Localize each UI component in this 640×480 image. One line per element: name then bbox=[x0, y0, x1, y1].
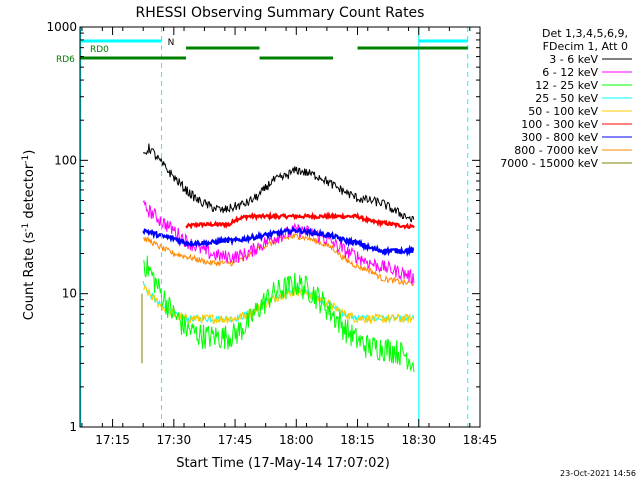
x-tick-label: 18:00 bbox=[279, 433, 314, 447]
x-tick-label: 18:45 bbox=[463, 433, 498, 447]
plot-frame bbox=[79, 26, 481, 428]
series-line-100-300-kev bbox=[185, 210, 415, 230]
y-tick-label: 10 bbox=[62, 287, 77, 301]
legend-entry-label: 100 - 300 keV bbox=[521, 118, 598, 131]
n-flag-label: N bbox=[168, 38, 175, 48]
legend-entry-label: 6 - 12 keV bbox=[542, 66, 598, 79]
y-tick-label: 1000 bbox=[46, 20, 77, 34]
legend-entry-label: 7000 - 15000 keV bbox=[500, 157, 598, 170]
legend-entry-label: 3 - 6 keV bbox=[549, 53, 598, 66]
x-axis-label: Start Time (17-May-14 17:07:02) bbox=[176, 456, 390, 471]
x-tick-label: 17:30 bbox=[157, 433, 192, 447]
series-line-12-25-kev bbox=[143, 255, 415, 372]
legend-entry-label: 300 - 800 keV bbox=[521, 131, 598, 144]
rd0-flag-label: RD0 bbox=[90, 45, 109, 55]
legend-entry-label: 12 - 25 keV bbox=[535, 79, 598, 92]
y-axis-label: Count Rate (s-1 detector-1) bbox=[21, 150, 37, 321]
y-tick-label: 100 bbox=[54, 153, 77, 167]
legend-entry-label: 25 - 50 keV bbox=[535, 92, 598, 105]
series-line-300-800-kev bbox=[142, 225, 415, 257]
x-tick-label: 18:30 bbox=[401, 433, 436, 447]
legend-header-line: FDecim 1, Att 0 bbox=[543, 40, 628, 53]
axes: 1 10 100 1000 17:15 17:30 17:45 18:00 18:15 18:30… bbox=[46, 20, 497, 447]
legend: Det 1,3,4,5,6,9,FDecim 1, Att 03 - 6 keV… bbox=[500, 27, 632, 170]
y-tick-label: 1 bbox=[69, 420, 77, 434]
generation-timestamp: 23-Oct-2021 14:56 bbox=[560, 469, 636, 478]
x-tick-label: 18:15 bbox=[340, 433, 375, 447]
series-line-3-6-kev bbox=[142, 143, 415, 223]
legend-header-line: Det 1,3,4,5,6,9, bbox=[542, 27, 628, 40]
series-line-50-100-kev bbox=[142, 285, 415, 324]
legend-entry-label: 800 - 7000 keV bbox=[514, 144, 598, 157]
rd6-flag-label: RD6 bbox=[56, 55, 75, 65]
x-tick-label: 17:45 bbox=[218, 433, 253, 447]
x-tick-label: 17:15 bbox=[95, 433, 130, 447]
series-line-6-12-kev bbox=[142, 199, 415, 285]
plot-area: N RD0 RD6 bbox=[56, 27, 469, 427]
legend-entry-label: 50 - 100 keV bbox=[528, 105, 598, 118]
chart-title: RHESSI Observing Summary Count Rates bbox=[136, 5, 425, 21]
